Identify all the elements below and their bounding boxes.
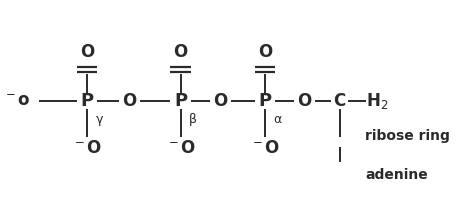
Text: ribose ring: ribose ring (365, 128, 450, 143)
Text: O: O (80, 43, 94, 61)
Text: O: O (213, 92, 228, 110)
Text: $^-$O: $^-$O (250, 139, 280, 157)
Text: α: α (273, 113, 282, 126)
Text: adenine: adenine (365, 168, 428, 182)
Text: C: C (334, 92, 346, 110)
Text: $^-$O: $^-$O (165, 139, 196, 157)
Text: H$_2$: H$_2$ (366, 91, 388, 111)
Text: P: P (81, 92, 94, 110)
Text: O: O (298, 92, 312, 110)
Text: O: O (258, 43, 272, 61)
Text: O: O (122, 92, 137, 110)
Text: O: O (173, 43, 188, 61)
Text: P: P (258, 92, 272, 110)
Text: γ: γ (96, 113, 103, 126)
Text: $^-$O: $^-$O (72, 139, 102, 157)
Text: $^-$o: $^-$o (3, 92, 31, 110)
Text: P: P (174, 92, 187, 110)
Text: β: β (189, 113, 197, 126)
